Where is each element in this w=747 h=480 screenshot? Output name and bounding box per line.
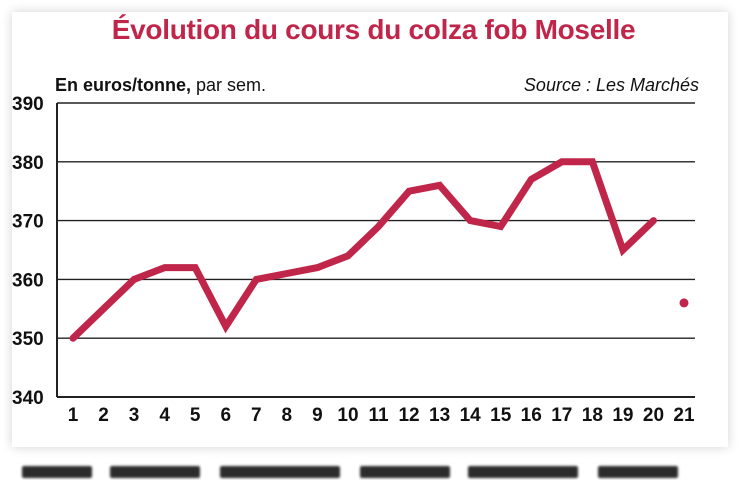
x-tick-label: 7 bbox=[251, 405, 262, 426]
x-tick-label: 13 bbox=[429, 405, 450, 426]
y-tick-label: 370 bbox=[12, 212, 44, 233]
source-label: Source : Les Marchés bbox=[523, 75, 699, 95]
x-tick-label: 17 bbox=[551, 405, 572, 426]
x-tick-label: 4 bbox=[159, 405, 170, 426]
x-tick-label: 5 bbox=[190, 405, 201, 426]
unit-label-bold: En euros/tonne, bbox=[55, 75, 192, 95]
cropped-word bbox=[220, 466, 340, 478]
x-tick-label: 20 bbox=[643, 405, 664, 426]
y-tick-label: 350 bbox=[12, 329, 44, 350]
y-tick-label: 390 bbox=[12, 94, 44, 115]
x-tick-label: 14 bbox=[460, 405, 482, 426]
x-tick-label: 1 bbox=[68, 405, 79, 426]
x-tick-label: 16 bbox=[521, 405, 542, 426]
cropped-word bbox=[110, 466, 200, 478]
unit-label-rest: par sem. bbox=[191, 75, 267, 95]
chart-card bbox=[12, 12, 728, 447]
x-tick-label: 21 bbox=[673, 405, 695, 426]
x-tick-label: 18 bbox=[582, 405, 603, 426]
unit-label: En euros/tonne, par sem. bbox=[55, 75, 266, 96]
x-tick-label: 19 bbox=[612, 405, 633, 426]
x-tick-label: 9 bbox=[312, 405, 323, 426]
data-point bbox=[679, 298, 689, 308]
x-tick-label: 12 bbox=[398, 405, 419, 426]
x-tick-label: 15 bbox=[490, 405, 512, 426]
cropped-text-line bbox=[0, 458, 747, 480]
cropped-word bbox=[22, 466, 92, 478]
x-tick-label: 3 bbox=[129, 405, 140, 426]
x-tick-label: 2 bbox=[98, 405, 109, 426]
y-tick-label: 380 bbox=[12, 153, 44, 174]
x-tick-label: 8 bbox=[282, 405, 293, 426]
x-tick-label: 11 bbox=[368, 405, 389, 426]
cropped-word bbox=[468, 466, 578, 478]
series-line bbox=[69, 158, 657, 342]
x-tick-label: 10 bbox=[337, 405, 358, 426]
chart-title: Évolution du cours du colza fob Moselle bbox=[111, 14, 636, 45]
y-tick-label: 340 bbox=[12, 388, 44, 409]
y-tick-label: 360 bbox=[12, 270, 44, 291]
x-tick-label: 6 bbox=[220, 405, 231, 426]
cropped-word bbox=[598, 466, 678, 478]
cropped-word bbox=[360, 466, 450, 478]
